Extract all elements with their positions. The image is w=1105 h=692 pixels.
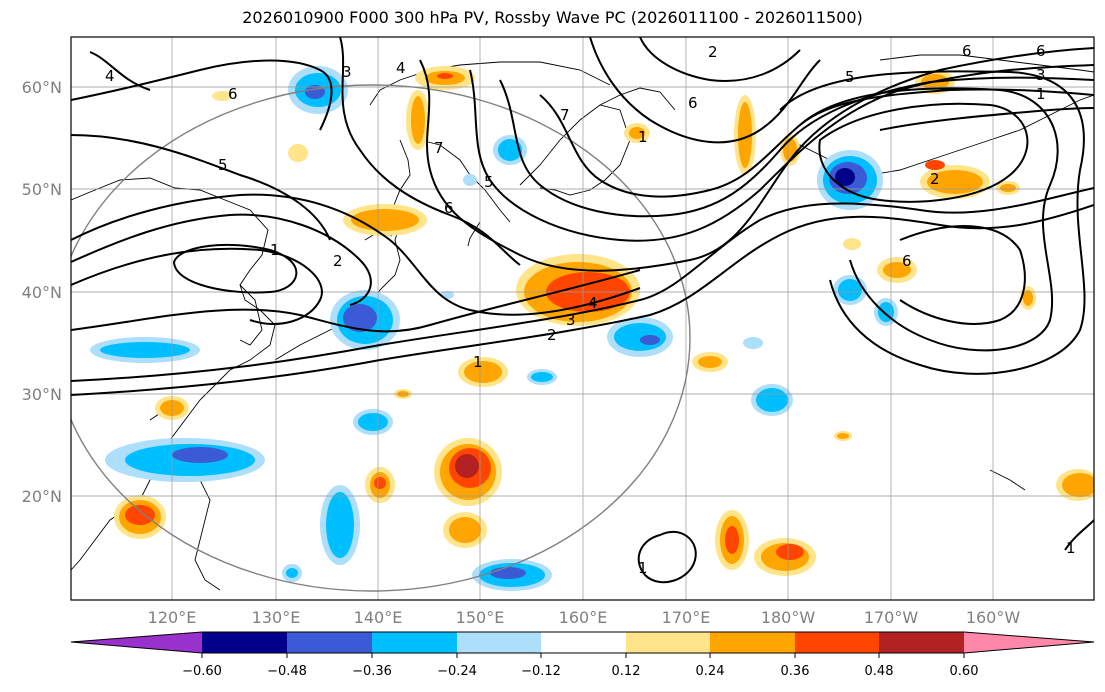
rossby-wave-pc-patches [90, 66, 1094, 591]
lon-label: 140°E [354, 608, 403, 627]
colorbar: −0.60 −0.48 −0.36 −0.24 −0.12 0.12 0.24 … [70, 631, 1095, 679]
contour-label: 6 [444, 199, 454, 217]
contour-label: 4 [588, 294, 598, 312]
contour-label: 6 [688, 94, 698, 112]
contour-labels: 4 6 5 1 2 3 4 6 2 6 5 3 1 7 6 7 5 6 2 6 … [105, 42, 1076, 577]
lat-label: 30°N [22, 385, 62, 404]
contour-label: 1 [1066, 539, 1076, 557]
contour-label: 2 [930, 170, 940, 188]
lon-label: 130°E [252, 608, 301, 627]
contour-label: 1 [638, 559, 648, 577]
contour-label: 4 [396, 59, 406, 77]
lon-label: 150°E [456, 608, 505, 627]
contour-label: 7 [434, 139, 444, 157]
colorbar-swatch [287, 632, 372, 653]
colorbar-label: −0.12 [521, 664, 561, 679]
contour-label: 5 [845, 68, 855, 86]
colorbar-swatch [795, 632, 879, 653]
lon-label: 120°E [148, 608, 197, 627]
colorbar-label: −0.60 [182, 664, 222, 679]
positive-anomaly-patches [114, 66, 1094, 576]
colorbar-label: 0.36 [781, 664, 810, 679]
lat-label: 50°N [22, 180, 62, 199]
contour-label: 2 [547, 326, 557, 344]
colorbar-extend-min [71, 632, 202, 653]
colorbar-ticks [201, 653, 965, 658]
lat-label: 20°N [22, 487, 62, 506]
contour-label: 6 [962, 42, 972, 60]
contour-label: 1 [638, 128, 648, 146]
contour-label: 3 [566, 311, 576, 329]
map-frame [70, 36, 1095, 601]
contour-label: 6 [902, 252, 912, 270]
colorbar-swatch [202, 632, 287, 653]
colorbar-label: 0.24 [696, 664, 725, 679]
colorbar-label: −0.48 [267, 664, 307, 679]
contour-label: 3 [342, 63, 352, 81]
analysis-circle [71, 84, 691, 592]
colorbar-swatch [372, 632, 457, 653]
colorbar-swatches [71, 632, 1094, 653]
lon-label: 170°W [864, 608, 919, 627]
contour-label: 6 [228, 85, 238, 103]
colorbar-label: 0.48 [865, 664, 894, 679]
contour-label: 4 [105, 67, 115, 85]
colorbar-label: −0.24 [437, 664, 477, 679]
lon-label: 160°E [559, 608, 608, 627]
colorbar-swatch [710, 632, 795, 653]
contour-label: 5 [484, 173, 494, 191]
lat-label: 40°N [22, 283, 62, 302]
longitude-labels: 120°E 130°E 140°E 150°E 160°E 170°E 180°… [148, 608, 1021, 627]
contour-label: 1 [270, 241, 280, 259]
negative-anomaly-patches [90, 66, 898, 591]
contour-label: 7 [560, 106, 570, 124]
colorbar-label: −0.36 [352, 664, 392, 679]
contour-label: 2 [708, 43, 718, 61]
colorbar-swatch [457, 632, 541, 653]
contour-label: 1 [1036, 85, 1046, 103]
contour-label: 1 [473, 353, 483, 371]
lat-label: 60°N [22, 78, 62, 97]
contour-label: 2 [333, 252, 343, 270]
lon-label: 180°W [761, 608, 816, 627]
map-area: 4 6 5 1 2 3 4 6 2 6 5 3 1 7 6 7 5 6 2 6 … [71, 37, 1094, 600]
colorbar-swatch [541, 632, 626, 653]
contour-label: 3 [1036, 66, 1046, 84]
colorbar-label: 0.12 [612, 664, 641, 679]
colorbar-label: 0.60 [950, 664, 979, 679]
colorbar-swatch [626, 632, 710, 653]
map-title: 2026010900 F000 300 hPa PV, Rossby Wave … [242, 8, 863, 27]
contour-label: 5 [218, 156, 228, 174]
latitude-labels: 60°N 50°N 40°N 30°N 20°N [22, 78, 62, 506]
colorbar-extend-max [964, 632, 1094, 653]
colorbar-labels: −0.60 −0.48 −0.36 −0.24 −0.12 0.12 0.24 … [182, 664, 978, 679]
pv-contours [71, 37, 1094, 584]
lon-label: 170°E [662, 608, 711, 627]
lon-label: 160°W [966, 608, 1021, 627]
contour-label: 6 [1036, 42, 1046, 60]
colorbar-swatch [879, 632, 964, 653]
